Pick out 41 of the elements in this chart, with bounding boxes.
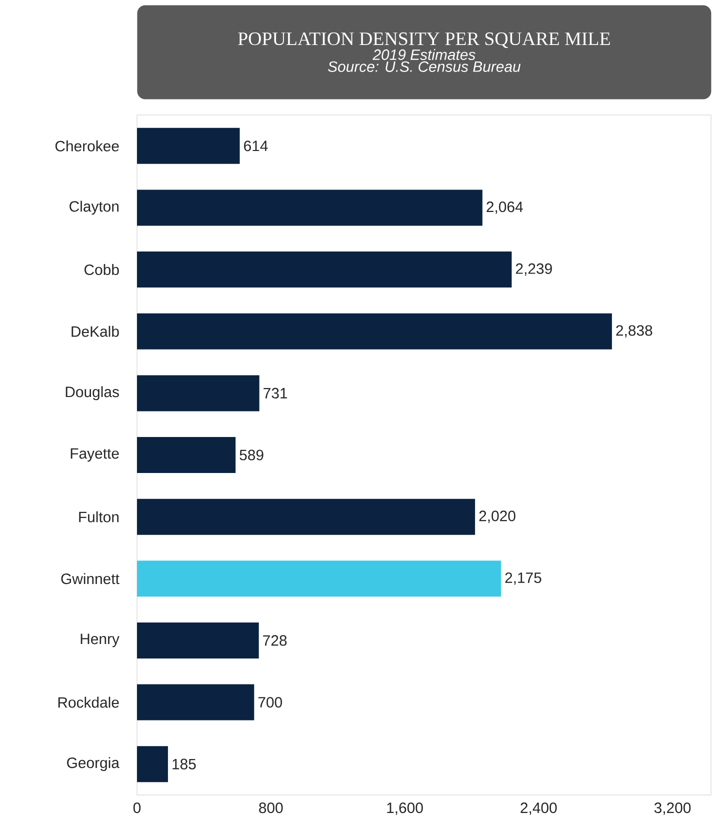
data-label: 2,020 [479, 510, 516, 523]
data-label: 2,175 [505, 572, 542, 585]
bar [137, 437, 236, 474]
data-label: 728 [263, 635, 287, 646]
x-tick-label: 800 [259, 802, 283, 814]
y-tick-label: Gwinnett [61, 573, 120, 584]
bar [137, 375, 260, 412]
data-label: 2,239 [516, 263, 552, 276]
data-label: 185 [172, 758, 196, 770]
y-tick-label: Clayton [70, 200, 119, 215]
y-tick-label: Henry [80, 634, 120, 648]
y-tick-label: Cherokee [55, 140, 119, 152]
bar [137, 313, 612, 350]
data-label: 731 [264, 388, 288, 398]
y-tick-label: Fulton [79, 511, 119, 522]
chart-title: POPULATION DENSITY PER SQUARE MILE [238, 32, 610, 48]
bar [137, 252, 512, 288]
source-note: Source: U.S. Census Bureau [328, 61, 521, 72]
bar [137, 190, 482, 226]
y-tick-label: Fayette [70, 448, 119, 462]
y-tick-label: Rockdale [58, 696, 119, 708]
x-tick-label: 1,600 [387, 802, 423, 815]
chart-subtitle: 2019 Estimates [372, 49, 476, 60]
y-tick-label: DeKalb [72, 326, 119, 337]
data-label: 614 [244, 140, 268, 152]
y-tick-label: Cobb [84, 264, 119, 276]
data-label: 589 [240, 450, 264, 460]
bar [137, 498, 476, 535]
bar [137, 560, 501, 597]
data-label: 2,064 [486, 202, 523, 214]
x-tick-label: 0 [133, 802, 141, 814]
x-tick-label: 2,400 [520, 802, 557, 815]
x-tick-label: 3,200 [654, 802, 691, 815]
y-tick-label: Georgia [67, 757, 120, 772]
bar [137, 622, 259, 658]
bar [137, 746, 168, 782]
bar [137, 684, 254, 720]
bar [137, 128, 240, 164]
y-tick-label: Douglas [66, 386, 119, 400]
data-label: 700 [258, 696, 282, 708]
data-label: 2,838 [616, 325, 652, 338]
